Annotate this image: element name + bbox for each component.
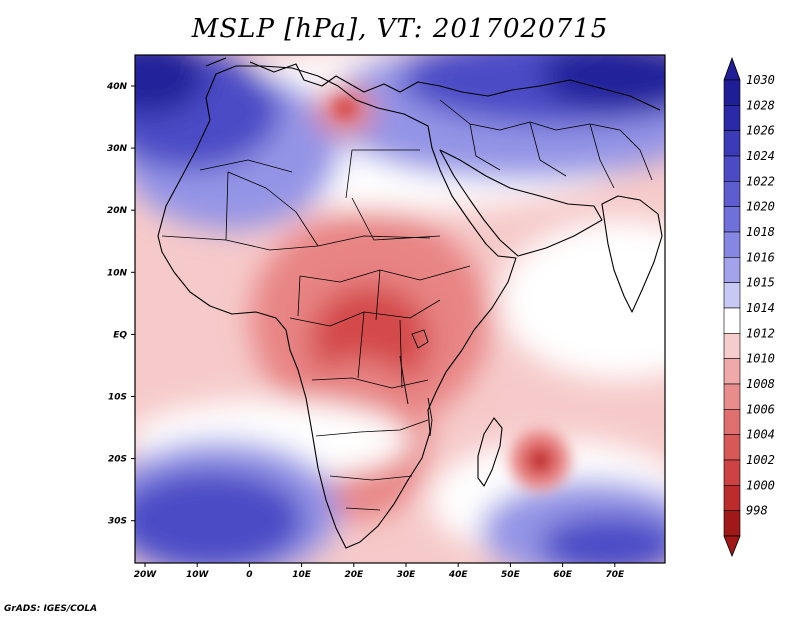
- colorbar-swatch: [723, 257, 741, 283]
- country-borders: [161, 149, 471, 511]
- lat-tick-label: 10S: [108, 393, 127, 403]
- lake-tanganyika: [399, 355, 409, 405]
- india-coastline: [601, 195, 663, 313]
- colorbar-level-label: 1015: [746, 276, 775, 290]
- colorbar-swatch: [723, 409, 741, 435]
- colorbar-level-label: 1018: [746, 225, 775, 239]
- colorbar-level-label: 1006: [746, 402, 775, 416]
- colorbar-level-label: 1026: [746, 124, 775, 138]
- pressure-core-cyclone-core: [533, 454, 547, 468]
- middle-east-borders: [439, 99, 653, 189]
- pressure-region-high-deep: [540, 55, 665, 110]
- colorbar-level-label: 1004: [746, 428, 775, 442]
- lon-tick-label: 40E: [448, 570, 469, 580]
- lon-tick-label: 50E: [501, 570, 521, 580]
- colorbar-swatch: [723, 459, 741, 486]
- colorbar-level-label: 1008: [746, 377, 775, 391]
- pressure-region-high-mid: [135, 470, 305, 563]
- colorbar-swatch: [723, 206, 741, 233]
- lon-tick-label: 10E: [292, 570, 312, 580]
- arabia-coastline: [439, 149, 603, 257]
- colorbar-level-label: 1030: [746, 73, 775, 87]
- lon-tick-label: 30E: [397, 570, 417, 580]
- colorbar: 1030 1028 1026 1024 1022 1020 1018 1016 1015 1014…: [723, 56, 775, 558]
- colorbar-level-label: 1016: [746, 250, 775, 264]
- colorbar-swatch: [723, 434, 741, 461]
- pressure-region-high-mid: [540, 515, 665, 563]
- pressure-cores: [333, 98, 570, 490]
- lon-tick-label: 60E: [553, 570, 573, 580]
- colorbar-swatch: [723, 155, 741, 182]
- colorbar-level-label: 1010: [746, 352, 775, 366]
- colorbar-swatch: [723, 358, 741, 385]
- colorbar-level-label: 1020: [746, 200, 775, 214]
- lat-tick-label: 40N: [106, 82, 128, 92]
- map-title: MSLP [hPa], VT: 2017020715: [191, 14, 609, 44]
- lon-tick-label: 70E: [605, 570, 625, 580]
- lat-tick-label: 20S: [108, 455, 127, 465]
- colorbar-swatch: [723, 79, 741, 106]
- europe-coastline: [205, 57, 661, 111]
- coastlines: [157, 57, 663, 549]
- colorbar-level-label: 1028: [746, 98, 775, 112]
- lat-tick-label: 10N: [107, 268, 128, 278]
- pressure-field: [135, 55, 665, 563]
- colorbar-swatch: [723, 307, 741, 334]
- lat-tick-label: 20N: [107, 206, 128, 216]
- grads-credit: GrADS: IGES/COLA: [4, 604, 98, 614]
- colorbar-level-label: 1024: [746, 149, 775, 163]
- colorbar-level-label: 1002: [746, 453, 775, 467]
- pressure-region-neutral: [500, 220, 665, 380]
- colorbar-level-label: 998: [746, 504, 768, 518]
- colorbar-swatch: [723, 105, 741, 131]
- lat-tick-label: 30S: [108, 517, 127, 527]
- colorbar-swatch: [723, 130, 741, 157]
- lon-tick-label: 20W: [134, 570, 158, 580]
- madagascar-coastline: [477, 417, 503, 487]
- colorbar-level-label: 1014: [746, 301, 775, 315]
- colorbar-max-arrow: [723, 56, 741, 81]
- longitude-axis: 20W 10W 0 10E 20E 30E 40E 50E 60E 70E: [134, 563, 625, 580]
- lake-victoria: [411, 329, 429, 349]
- colorbar-level-label: 1000: [746, 478, 775, 492]
- colorbar-swatch: [723, 383, 741, 410]
- colorbar-swatch: [723, 282, 741, 309]
- colorbar-min-arrow: [723, 535, 741, 558]
- colorbar-swatch: [723, 231, 741, 258]
- lat-tick-label: EQ: [113, 330, 127, 340]
- colorbar-swatch: [723, 485, 741, 511]
- lon-tick-label: 10W: [186, 570, 210, 580]
- colorbar-level-label: 1022: [746, 174, 775, 188]
- pressure-core-low-deep: [333, 98, 357, 118]
- colorbar-level-label: 1012: [746, 326, 775, 340]
- colorbar-swatch: [723, 333, 741, 359]
- colorbar-swatch: [723, 510, 741, 537]
- latitude-axis: 40N 30N 20N 10N EQ 10S 20S 30S: [106, 82, 135, 527]
- lon-tick-label: 20E: [344, 570, 364, 580]
- lat-tick-label: 30N: [107, 144, 128, 154]
- africa-coastline: [157, 65, 517, 549]
- map-frame: [134, 54, 666, 564]
- pressure-region-high-deep: [135, 55, 205, 115]
- lake-malawi: [427, 397, 433, 437]
- lon-tick-label: 0: [246, 570, 252, 580]
- colorbar-swatch: [723, 181, 741, 207]
